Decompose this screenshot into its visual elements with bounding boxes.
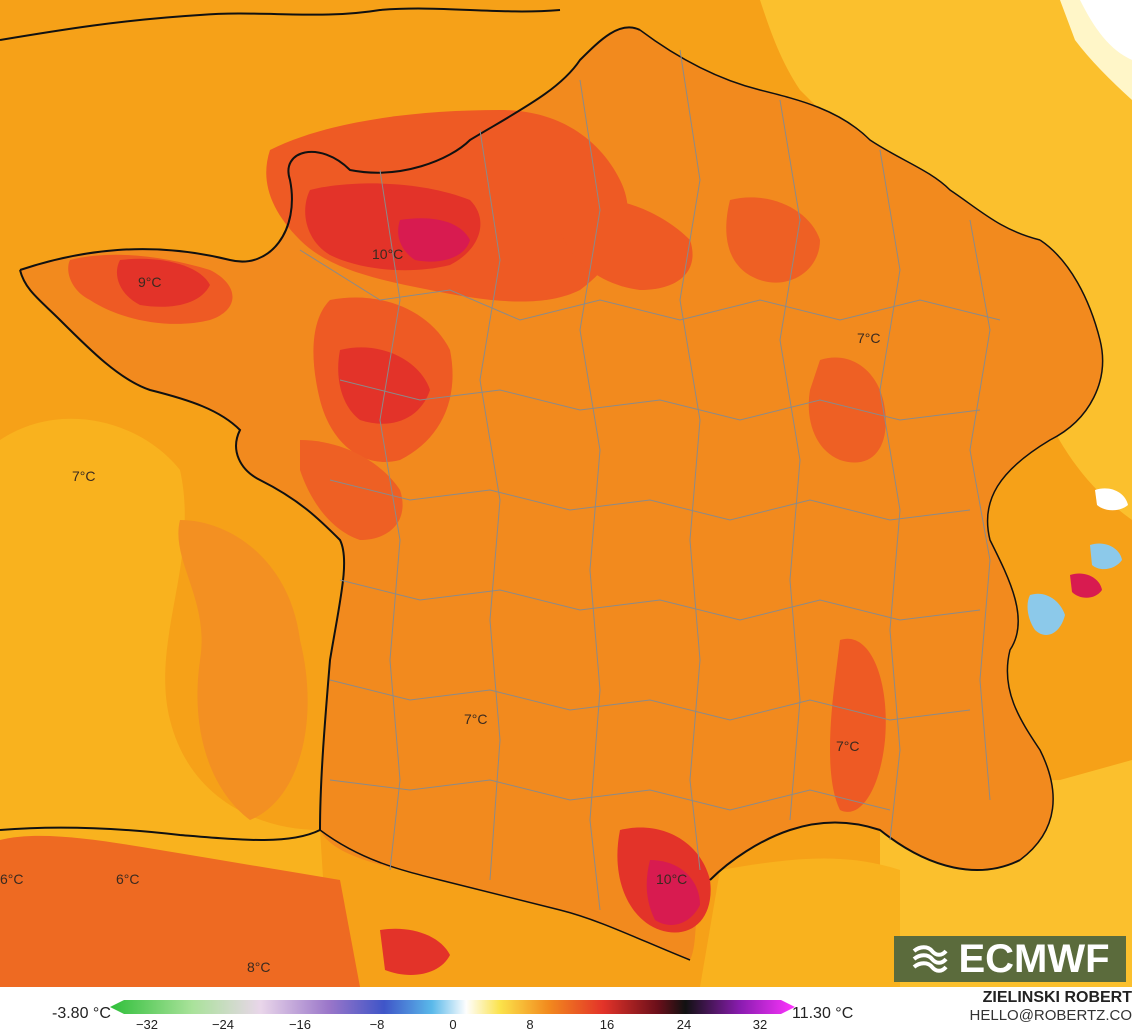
legend-min-label: -3.80 °C: [52, 1005, 111, 1022]
ecmwf-logo: ECMWF: [894, 936, 1126, 982]
alpine-white-spot: [1095, 488, 1128, 511]
temp-label-northeast: 7°C: [857, 330, 881, 346]
alpine-cold-spot-east: [1090, 543, 1122, 570]
legend-footer: -3.80 °C 11.30 °C −32 −24 −16: [0, 987, 1132, 1035]
ocean-orange-patch: [178, 520, 308, 820]
pyrenees-hot-spot: [380, 928, 450, 975]
normandy-hottest-core: [398, 218, 470, 262]
spain-north-zone: [0, 835, 360, 987]
temp-label-provence: 7°C: [836, 738, 860, 754]
department-borders: [299, 49, 1001, 911]
east-border: [986, 239, 1104, 861]
legend-tick: −32: [135, 1017, 159, 1032]
burgundy-warm-zone: [808, 357, 886, 463]
alpine-hot-spot: [1070, 573, 1102, 598]
temp-label-brittany: 9°C: [138, 274, 162, 290]
temp-label-southwest: 7°C: [464, 711, 488, 727]
mediterranean-coastline: [709, 821, 1021, 881]
alpine-cold-spot: [1027, 593, 1065, 635]
vendee-warm-zone: [300, 440, 403, 540]
legend-tick: −8: [369, 1017, 385, 1032]
champagne-warm-zone: [726, 197, 820, 283]
west-coastline: [19, 269, 346, 831]
paris-warm-zone: [560, 197, 693, 290]
temp-label-languedoc: 10°C: [656, 871, 687, 887]
legend-tick: 32: [752, 1017, 768, 1032]
mediterranean-yellow: [700, 858, 900, 987]
legend-tick: 8: [526, 1017, 534, 1032]
belgium-border: [639, 29, 1041, 241]
temp-label-spain-west: 6°C: [0, 871, 24, 887]
credit-email: HELLO@ROBERTZ.CO: [969, 1007, 1132, 1024]
legend-tick: 16: [599, 1017, 615, 1032]
languedoc-hottest-core: [646, 860, 700, 925]
map-canvas: 10°C 9°C 7°C 7°C 7°C 7°C 6°C 6°C 8°C 10°…: [0, 0, 1132, 987]
temp-label-normandy: 10°C: [372, 246, 403, 262]
north-coastline: [19, 26, 641, 271]
spain-north-coastline: [0, 826, 321, 841]
temp-label-spain-south: 8°C: [247, 959, 271, 975]
credit-name: ZIELINSKI ROBERT: [982, 989, 1132, 1006]
northeast-white-corner: [1080, 0, 1132, 60]
pyrenees-border: [319, 829, 691, 961]
rhone-warm-zone: [830, 638, 886, 812]
temp-label-atlantic: 7°C: [72, 468, 96, 484]
ecmwf-logo-text: ECMWF: [958, 936, 1110, 981]
temperature-map: 10°C 9°C 7°C 7°C 7°C 7°C 6°C 6°C 8°C 10°…: [0, 0, 1132, 987]
loire-hot-core: [338, 347, 430, 424]
legend-tick: −24: [211, 1017, 235, 1032]
legend-tick: 24: [676, 1017, 692, 1032]
color-scale-bar: [110, 1000, 795, 1014]
legend-tick: 0: [449, 1017, 457, 1032]
legend-tick: −16: [288, 1017, 312, 1032]
legend-max-label: 11.30 °C: [792, 1005, 854, 1022]
temp-label-spain-north: 6°C: [116, 871, 140, 887]
uk-coastline: [0, 7, 561, 41]
brittany-hot-core: [116, 258, 210, 307]
ecmwf-logo-icon: [913, 945, 949, 973]
